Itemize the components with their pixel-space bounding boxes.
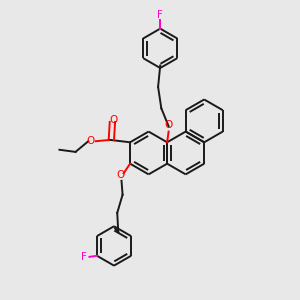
Text: O: O <box>116 170 124 180</box>
Text: O: O <box>86 136 94 146</box>
Text: F: F <box>81 252 87 262</box>
Text: O: O <box>164 120 173 130</box>
Text: F: F <box>157 10 163 20</box>
Text: O: O <box>110 115 118 125</box>
